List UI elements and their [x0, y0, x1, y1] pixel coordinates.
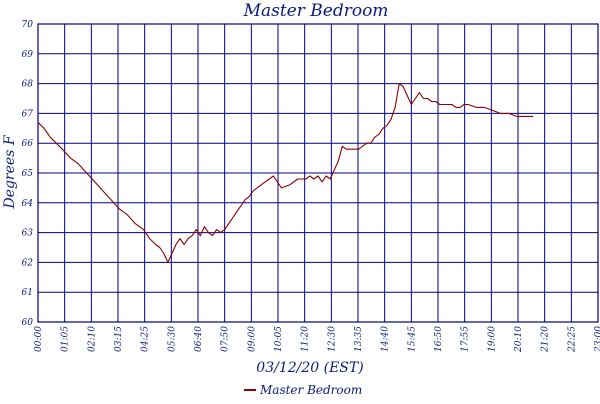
x-tick-label: 02:10 — [87, 326, 97, 352]
y-tick-label: 61 — [22, 288, 33, 298]
legend: Master Bedroom — [244, 383, 362, 397]
x-tick-label: 20:10 — [514, 326, 524, 353]
x-tick-label: 23:00 — [594, 326, 600, 353]
x-tick-label: 19:00 — [487, 326, 497, 352]
x-tick-label: 10:05 — [274, 326, 284, 352]
x-tick-label: 13:35 — [354, 326, 364, 352]
x-tick-label: 17:55 — [461, 326, 471, 352]
y-tick-labels: 60 61 62 63 64 65 66 67 68 69 70 — [22, 20, 34, 328]
series-line — [37, 83, 534, 263]
y-tick-label: 64 — [22, 199, 34, 209]
x-tick-label: 11:20 — [301, 326, 311, 352]
x-tick-label: 05:30 — [167, 326, 177, 352]
y-tick-label: 66 — [22, 139, 34, 149]
x-tick-label: 12:30 — [327, 326, 337, 352]
x-tick-label: 16:50 — [434, 326, 444, 352]
x-tick-label: 03:15 — [114, 326, 124, 352]
y-axis-title: Degrees F — [2, 134, 18, 209]
y-tick-label: 69 — [22, 50, 34, 60]
y-tick-label: 62 — [22, 258, 34, 268]
x-tick-label: 21:20 — [541, 326, 551, 353]
plot-frame — [37, 23, 599, 323]
y-tick-label: 65 — [22, 169, 34, 179]
y-tick-label: 63 — [22, 229, 34, 239]
x-tick-label: 15:45 — [407, 326, 417, 352]
grid — [37, 23, 599, 323]
x-tick-label: 22:25 — [567, 326, 577, 353]
x-tick-label: 07:50 — [221, 326, 231, 352]
x-tick-labels: 00:00 01:05 02:10 03:15 04:25 05:30 06:40 07:50… — [34, 326, 600, 353]
y-tick-label: 68 — [22, 80, 34, 90]
x-tick-label: 14:40 — [381, 326, 391, 352]
y-tick-label: 60 — [22, 318, 34, 328]
x-tick-label: 06:40 — [194, 326, 204, 352]
y-tick-label: 67 — [22, 109, 34, 119]
x-tick-label: 01:05 — [61, 326, 71, 352]
x-tick-label: 04:25 — [141, 326, 151, 352]
x-tick-label: 09:00 — [247, 326, 257, 352]
plot-area — [37, 83, 534, 263]
x-axis-title: 03/12/20 (EST) — [256, 360, 363, 376]
y-tick-label: 70 — [22, 20, 34, 30]
legend-label: Master Bedroom — [259, 383, 362, 397]
x-tick-label: 00:00 — [34, 326, 44, 352]
chart-title: Master Bedroom — [243, 1, 389, 21]
